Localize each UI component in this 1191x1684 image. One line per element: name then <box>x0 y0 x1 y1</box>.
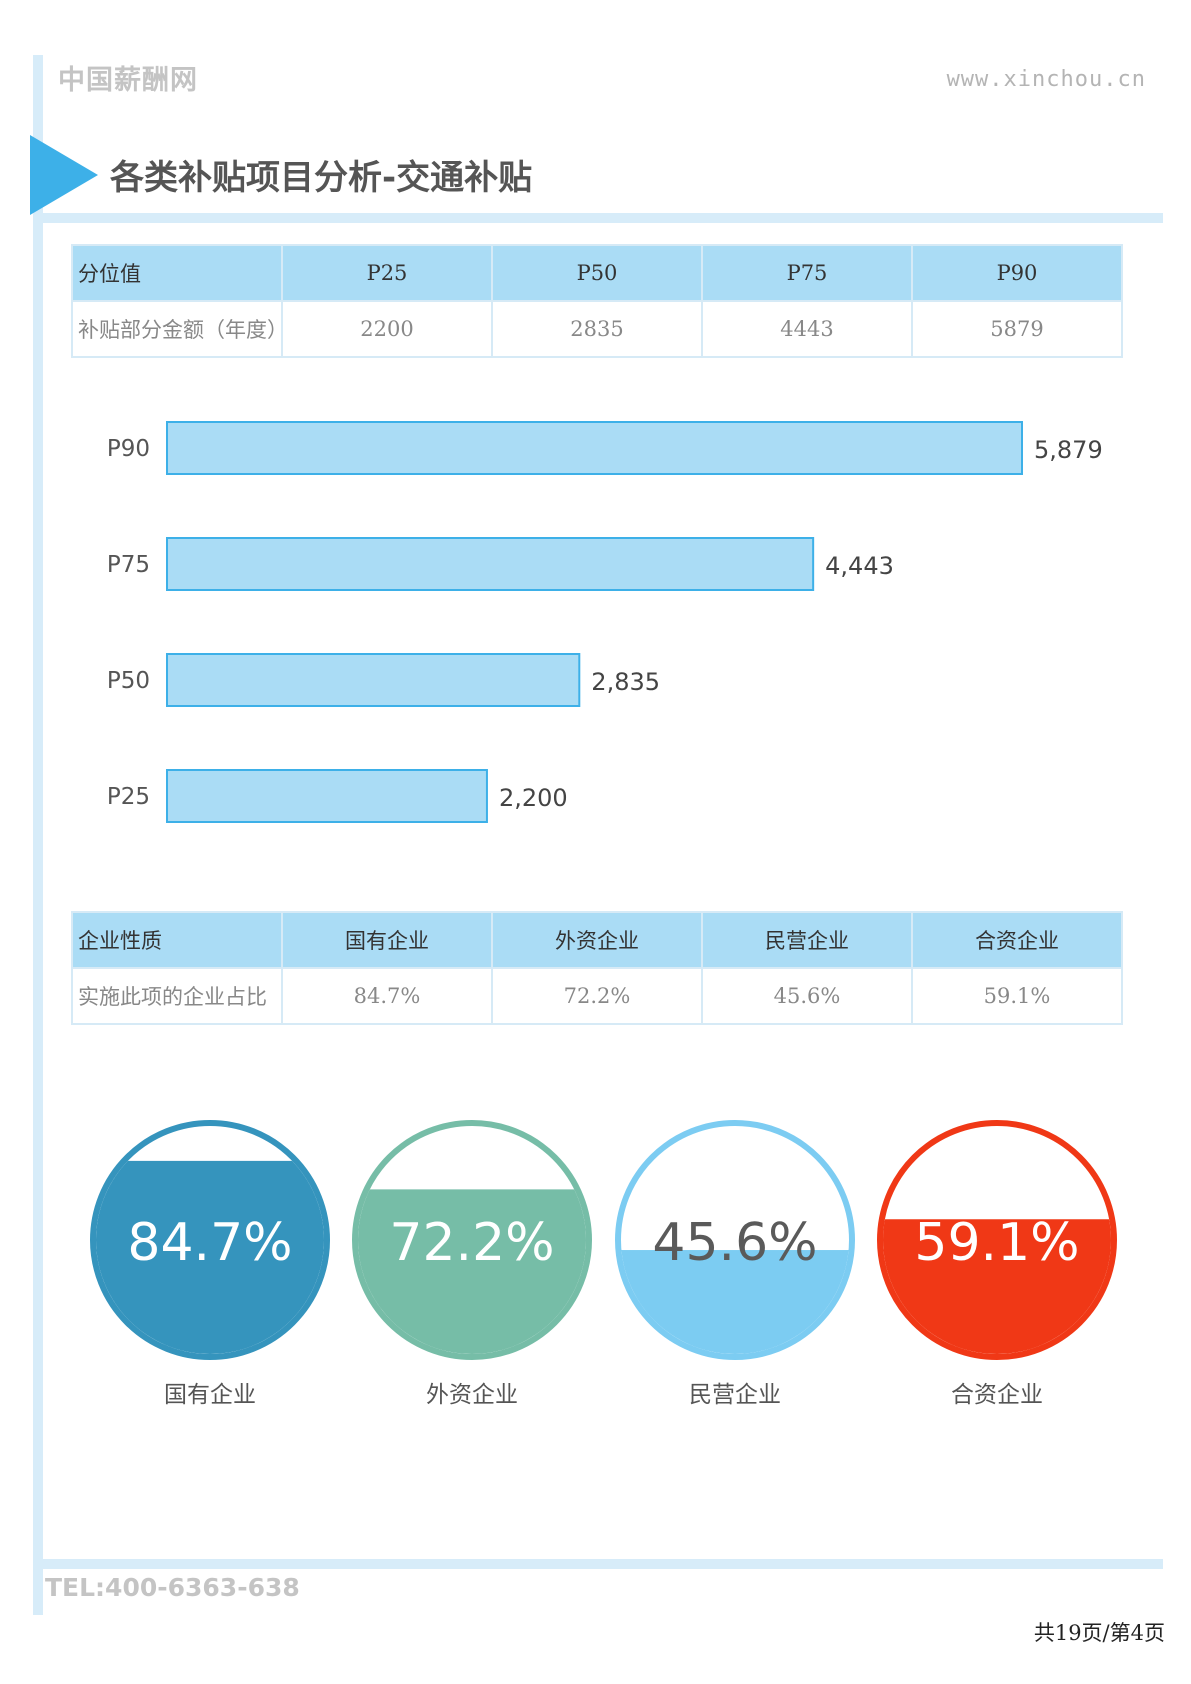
gauge-private: 45.6% 民营企业 <box>610 1115 860 1409</box>
gauge-circle: 72.2% <box>352 1120 592 1360</box>
table-header-cell: 合资企业 <box>911 911 1123 969</box>
gauge-label: 民营企业 <box>689 1382 781 1408</box>
gauge-fill <box>96 1160 324 1354</box>
gauge-foreign: 72.2% 外资企业 <box>347 1115 597 1409</box>
gauge-value: 84.7% <box>127 1213 292 1273</box>
bar-p50 <box>166 653 581 707</box>
gauge-value: 45.6% <box>652 1213 817 1273</box>
table-header-cell: 企业性质 <box>71 911 283 969</box>
percentile-table: 分位值 P25 P50 P75 P90 补贴部分金额（年度） 2200 2835… <box>71 244 1123 358</box>
left-accent-bar <box>33 55 43 1615</box>
row-label: 实施此项的企业占比 <box>71 967 283 1025</box>
table-header-cell: 外资企业 <box>491 911 703 969</box>
table-cell: 59.1% <box>911 967 1123 1025</box>
table-cell: 84.7% <box>281 967 493 1025</box>
gauge-label: 国有企业 <box>164 1382 256 1408</box>
category-label: P75 <box>107 552 150 578</box>
row-label: 补贴部分金额（年度） <box>71 300 288 358</box>
website-url[interactable]: www.xinchou.cn <box>946 67 1146 92</box>
gauge-value: 72.2% <box>389 1213 554 1273</box>
gauge-value: 59.1% <box>914 1213 1079 1273</box>
table-header-cell: P50 <box>491 244 703 302</box>
table-cell: 2200 <box>281 300 493 358</box>
table-header-cell: P90 <box>911 244 1123 302</box>
table-cell: 45.6% <box>701 967 913 1025</box>
enterprise-ratio-gauges: 84.7% 国有企业 72.2% 外资企业 45.6% 民营企业 59.1% 合… <box>0 1115 1191 1415</box>
gauge-joint-venture: 59.1% 合资企业 <box>872 1115 1122 1409</box>
gauge-label: 外资企业 <box>426 1382 518 1408</box>
table-header-row: 分位值 P25 P50 P75 P90 <box>71 244 1123 302</box>
table-row: 实施此项的企业占比 84.7% 72.2% 45.6% 59.1% <box>71 967 1123 1025</box>
table-header-cell: P25 <box>281 244 493 302</box>
value-label: 4,443 <box>825 552 894 580</box>
table-header-cell: P75 <box>701 244 913 302</box>
page-number: 共19页/第4页 <box>1033 1621 1165 1645</box>
enterprise-type-table: 企业性质 国有企业 外资企业 民营企业 合资企业 实施此项的企业占比 84.7%… <box>71 911 1123 1025</box>
gauge-circle: 45.6% <box>615 1120 855 1360</box>
value-label: 5,879 <box>1034 436 1103 464</box>
title-arrow-icon <box>30 135 98 215</box>
table-cell: 4443 <box>701 300 913 358</box>
category-label: P90 <box>107 436 150 462</box>
brand-name: 中国薪酬网 <box>58 65 198 96</box>
table-cell: 5879 <box>911 300 1123 358</box>
table-header-cell: 国有企业 <box>281 911 493 969</box>
category-label: P50 <box>107 668 150 694</box>
table-cell: 2835 <box>491 300 703 358</box>
telephone: TEL:400-6363-638 <box>45 1573 300 1602</box>
header-divider <box>33 213 1163 223</box>
table-header-cell: 民营企业 <box>701 911 913 969</box>
value-label: 2,835 <box>591 668 660 696</box>
bar-p25 <box>166 769 488 823</box>
table-header-cell: 分位值 <box>71 244 283 302</box>
percentile-bar-chart: P90 5,879 P75 4,443 P50 2,835 P25 2,200 <box>107 421 1103 823</box>
table-row: 补贴部分金额（年度） 2200 2835 4443 5879 <box>71 300 1123 358</box>
footer-divider <box>33 1559 1163 1569</box>
page-title: 各类补贴项目分析-交通补贴 <box>110 158 533 198</box>
bar-p75 <box>166 537 815 591</box>
value-label: 2,200 <box>499 784 568 812</box>
gauge-circle: 84.7% <box>90 1120 330 1360</box>
table-cell: 72.2% <box>491 967 703 1025</box>
table-header-row: 企业性质 国有企业 外资企业 民营企业 合资企业 <box>71 911 1123 969</box>
category-label: P25 <box>107 784 150 810</box>
bar-p90 <box>166 421 1023 475</box>
gauge-state-owned: 84.7% 国有企业 <box>85 1115 335 1409</box>
gauge-label: 合资企业 <box>951 1382 1043 1408</box>
gauge-circle: 59.1% <box>877 1120 1117 1360</box>
